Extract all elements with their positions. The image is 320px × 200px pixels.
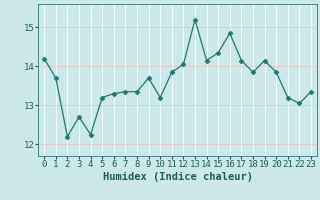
X-axis label: Humidex (Indice chaleur): Humidex (Indice chaleur) [103, 172, 252, 182]
